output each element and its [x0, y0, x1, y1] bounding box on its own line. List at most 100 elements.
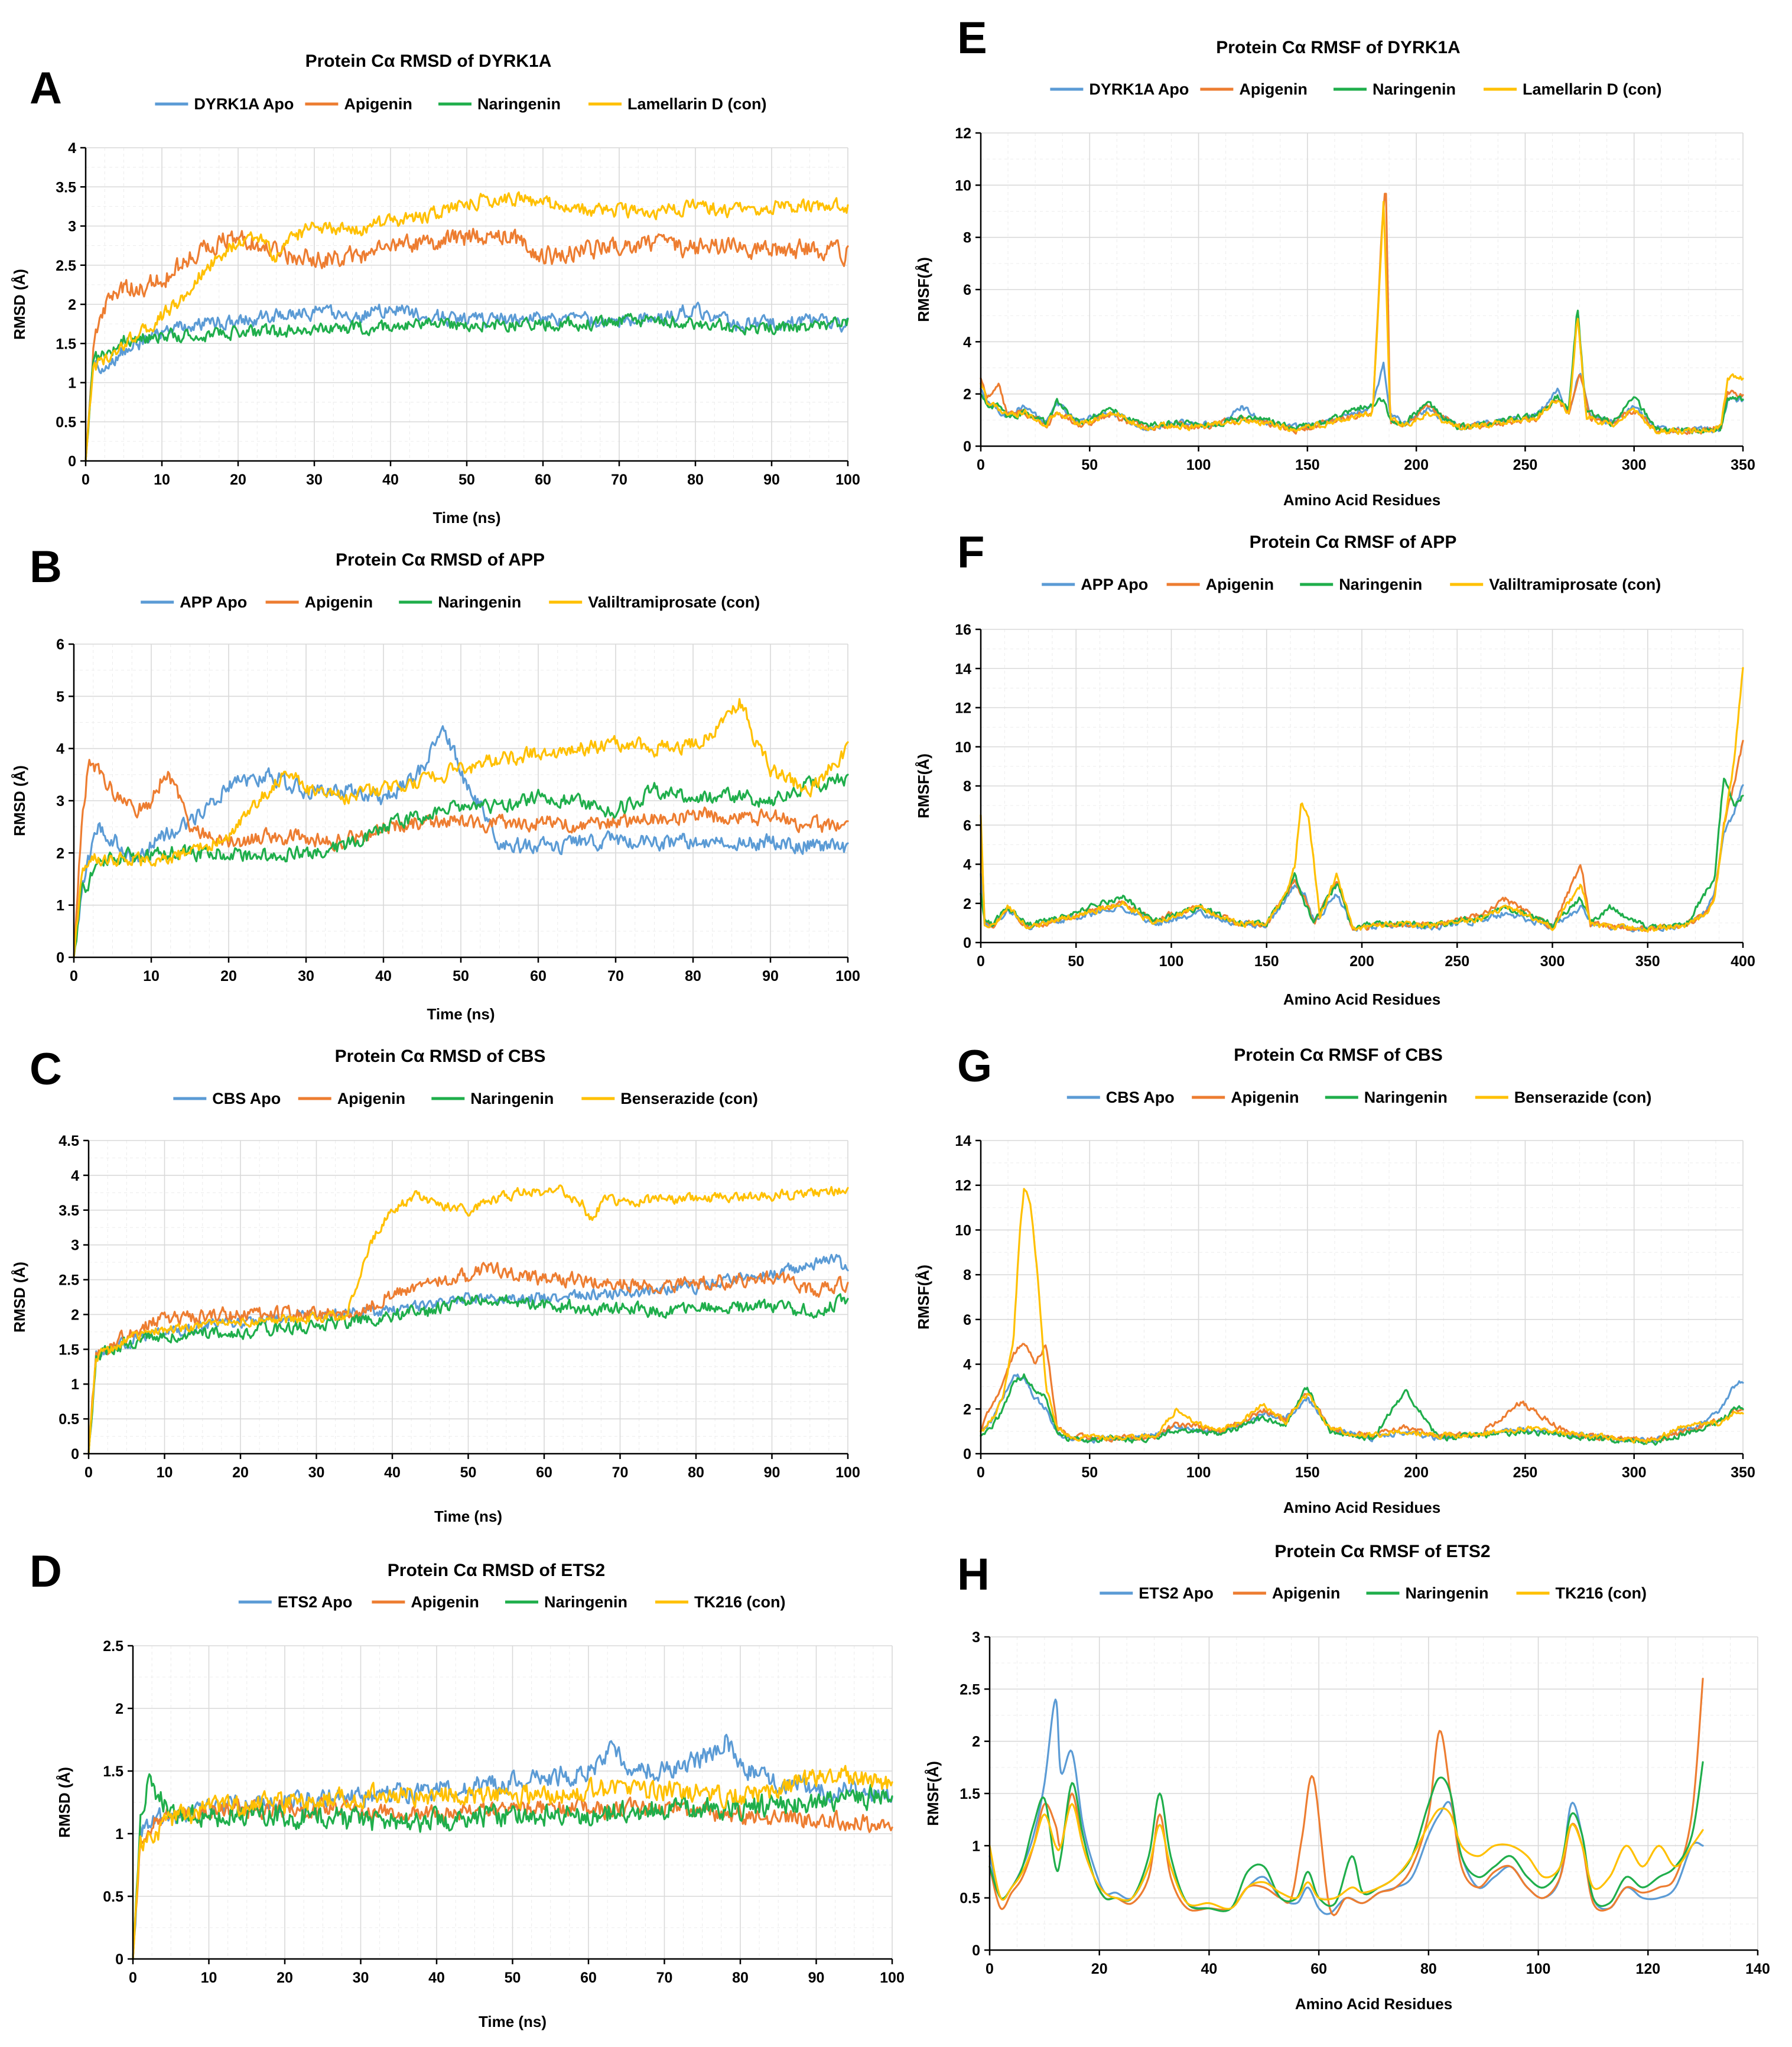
panel-d-x-tick-label: 50: [505, 1970, 521, 1986]
panel-c-legend-item-naringenin: Naringenin: [431, 1090, 554, 1107]
panel-h-series-naringenin: [988, 1761, 1704, 1912]
panel-a-series-group: [84, 191, 849, 462]
panel-h-series-group: [988, 1678, 1704, 1916]
panel-e-letter: E: [957, 13, 987, 63]
panel-f-legend-label: Apigenin: [1206, 576, 1274, 593]
panel-e-legend-item-apigenin: Apigenin: [1200, 80, 1308, 98]
panel-f-letter: F: [957, 527, 984, 577]
panel-a-legend-item-apigenin: Apigenin: [305, 95, 412, 113]
panel-e-x-axis-label: Amino Acid Residues: [1283, 491, 1440, 509]
panel-e-series-group: [980, 193, 1744, 436]
panel-e-x-tick-label: 0: [977, 457, 985, 473]
panel-f-y-tick-label: 10: [955, 739, 971, 756]
panel-c-y-tick-label: 2.5: [58, 1272, 79, 1289]
panel-d-x-axis-label: Time (ns): [479, 2013, 547, 2030]
panel-g-x-tick-label: 100: [1186, 1464, 1211, 1481]
panel-d-series-ets2-apo: [132, 1734, 893, 1960]
panel-f-y-tick-label: 12: [955, 700, 971, 717]
panel-e-y-axis-label: RMSF(Å): [915, 257, 932, 322]
panel-g-legend-item-benserazide-con: Benserazide (con): [1475, 1089, 1652, 1106]
panel-g-y-tick-label: 12: [955, 1178, 971, 1194]
panel-a-legend-item-lamellarin-d-con: Lamellarin D (con): [588, 95, 767, 113]
panel-e-x-tick-label: 350: [1731, 457, 1755, 473]
panel-h-legend-label: Naringenin: [1406, 1584, 1489, 1602]
panel-c-x-tick-label: 90: [764, 1464, 780, 1481]
panel-c-x-tick-label: 80: [688, 1464, 704, 1481]
panel-a-title: Protein Cα RMSD of DYRK1A: [305, 51, 552, 71]
panel-c-y-tick-label: 4.5: [58, 1133, 79, 1149]
panel-h-legend-item-tk216-con: TK216 (con): [1516, 1584, 1647, 1602]
panel-h-x-tick-label: 100: [1526, 1961, 1551, 1977]
panel-d-y-tick-label: 2: [115, 1701, 123, 1717]
panel-d-x-tick-label: 30: [353, 1970, 369, 1986]
panel-b-axes: 0 10 20 30 40 50 60 70 80 90 100 0 1 2 3 4 5 6: [56, 636, 860, 984]
panel-c-x-tick-label: 30: [308, 1464, 325, 1481]
panel-h-x-tick-label: 0: [986, 1961, 994, 1977]
panel-b-y-tick-label: 6: [56, 636, 64, 653]
panel-d-x-tick-label: 40: [428, 1970, 445, 1986]
panel-c-chart: C Protein Cα RMSD of CBS CBS Apo Apigenin Na…: [11, 1044, 860, 1525]
panel-b-x-tick-label: 0: [70, 968, 78, 984]
panel-f-legend-label: APP Apo: [1081, 576, 1148, 593]
panel-g-legend-item-cbs-apo: CBS Apo: [1066, 1089, 1175, 1106]
panel-f-y-tick-label: 2: [963, 896, 971, 912]
panel-b-y-tick-label: 2: [56, 845, 64, 862]
panel-b-y-tick-label: 3: [56, 793, 64, 810]
panel-c-series-naringenin: [87, 1293, 849, 1455]
panel-d-y-axis-label: RMSD (Å): [56, 1767, 73, 1838]
panel-c-axes: 0 10 20 30 40 50 60 70 80 90 100 0 0.5 1 1.5 2 2.5 3 3.5 4 4…: [58, 1133, 860, 1481]
panel-b-series-apigenin: [73, 759, 849, 958]
panel-f-series-valiltramiprosate-con: [980, 667, 1744, 933]
panel-d-x-tick-label: 100: [880, 1970, 905, 1986]
panel-b-series-group: [73, 698, 849, 958]
panel-h-x-tick-label: 120: [1635, 1961, 1660, 1977]
panel-d-x-tick-label: 60: [580, 1970, 597, 1986]
panel-c-x-tick-label: 0: [84, 1464, 93, 1481]
panel-f-y-tick-label: 4: [963, 857, 971, 873]
panel-c-legend-label: CBS Apo: [212, 1090, 281, 1107]
panel-e-y-tick-label: 8: [963, 230, 971, 246]
panel-a-axes: 0 10 20 30 40 50 60 70 80 90 100 0 0.5 1 1.5 2 2.5 3 3.5 4: [56, 140, 860, 488]
panel-b-legend-label: APP Apo: [180, 593, 247, 611]
panel-h-x-tick-label: 60: [1310, 1961, 1327, 1977]
panel-g-x-tick-label: 200: [1404, 1464, 1429, 1481]
panel-a-y-tick-label: 2: [68, 297, 76, 313]
panel-a-y-tick-label: 4: [68, 140, 76, 157]
panel-f-x-tick-label: 100: [1159, 953, 1184, 970]
panel-c-y-tick-label: 0: [71, 1446, 79, 1463]
panel-f-legend-item-app-apo: APP Apo: [1042, 576, 1148, 593]
panel-c-y-tick-label: 1.5: [58, 1341, 79, 1358]
panel-a-legend: DYRK1A Apo Apigenin Naringenin Lamellarin D…: [155, 95, 767, 113]
panel-d-x-tick-label: 70: [656, 1970, 673, 1986]
panel-g-legend-item-naringenin: Naringenin: [1325, 1089, 1448, 1106]
panel-d-letter: D: [30, 1546, 62, 1597]
panel-e-x-tick-label: 150: [1295, 457, 1320, 473]
panel-g-grid: [980, 1140, 1744, 1454]
panel-f-x-tick-label: 200: [1349, 953, 1374, 970]
panel-a-letter: A: [30, 63, 62, 113]
panel-d-legend-label: ETS2 Apo: [278, 1593, 353, 1611]
panel-a-chart: A Protein Cα RMSD of DYRK1A DYRK1A Apo Apig…: [11, 51, 860, 527]
panel-a-x-tick-label: 80: [687, 472, 704, 488]
panel-d-legend-item-naringenin: Naringenin: [505, 1593, 627, 1611]
panel-h-grid: [989, 1636, 1758, 1951]
panel-f-x-tick-label: 0: [977, 953, 985, 970]
panel-a-y-tick-label: 3.5: [56, 179, 76, 196]
panel-g-title: Protein Cα RMSF of CBS: [1234, 1045, 1442, 1065]
panel-d-legend-label: Apigenin: [411, 1593, 479, 1611]
panel-c-x-tick-label: 50: [460, 1464, 477, 1481]
panel-d-x-tick-label: 20: [277, 1970, 293, 1986]
panel-c-y-tick-label: 3: [71, 1237, 79, 1254]
panel-a-grid: [85, 147, 848, 462]
panel-c-x-axis-label: Time (ns): [434, 1507, 502, 1525]
panel-g-y-tick-label: 6: [963, 1312, 971, 1328]
panel-g-y-axis-label: RMSF(Å): [915, 1265, 932, 1330]
panel-g-y-tick-label: 8: [963, 1267, 971, 1284]
panel-e-legend: DYRK1A Apo Apigenin Naringenin Lamellarin D…: [1050, 80, 1662, 98]
panel-e-x-tick-label: 200: [1404, 457, 1429, 473]
panel-f-x-tick-label: 50: [1068, 953, 1084, 970]
panel-g-legend-label: Benserazide (con): [1514, 1089, 1652, 1106]
panel-h-y-axis-label: RMSF(Å): [924, 1761, 942, 1826]
panel-g-y-tick-label: 4: [963, 1357, 971, 1373]
panel-e-x-tick-label: 100: [1186, 457, 1211, 473]
